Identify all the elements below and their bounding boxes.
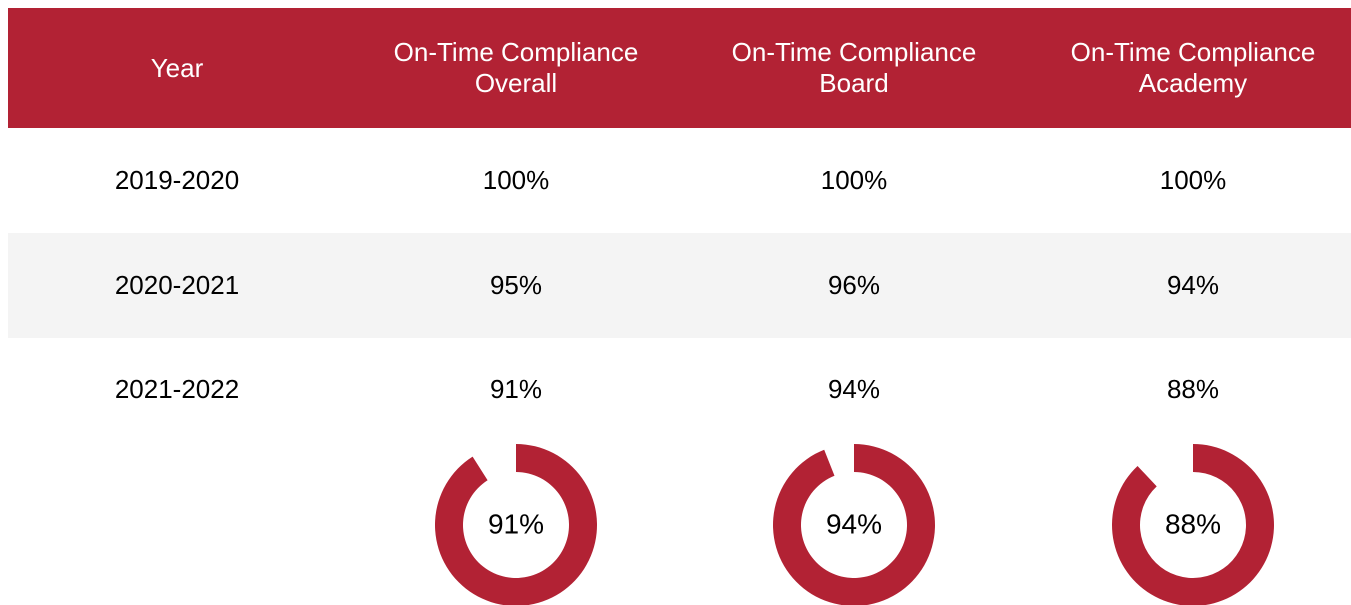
table-cell: 96% bbox=[827, 269, 881, 300]
table-cell: 91% bbox=[489, 373, 543, 404]
table-cell: 2020-2021 bbox=[114, 269, 240, 300]
donut-arc bbox=[435, 444, 597, 605]
donut-label: 94% bbox=[826, 508, 882, 539]
header-cell: On-Time Compliance Academy bbox=[1070, 37, 1316, 98]
row-stripe bbox=[8, 233, 1351, 338]
table-cell: 100% bbox=[1159, 164, 1227, 195]
table-cell: 2019-2020 bbox=[114, 164, 240, 195]
table-cell: 2021-2022 bbox=[114, 373, 240, 404]
donut-arc bbox=[1112, 444, 1274, 605]
table-cell: 95% bbox=[489, 269, 543, 300]
donut-arc bbox=[773, 444, 935, 605]
table-cell: 88% bbox=[1166, 373, 1220, 404]
header-cell: Year bbox=[150, 52, 204, 83]
table-cell: 94% bbox=[1166, 269, 1220, 300]
header-band bbox=[8, 8, 1351, 128]
donut-label: 88% bbox=[1165, 508, 1221, 539]
table-cell: 100% bbox=[820, 164, 888, 195]
table-cell: 94% bbox=[827, 373, 881, 404]
donut-label: 91% bbox=[488, 508, 544, 539]
table-cell: 100% bbox=[482, 164, 550, 195]
header-cell: On-Time Compliance Overall bbox=[393, 37, 639, 98]
header-cell: On-Time Compliance Board bbox=[731, 37, 977, 98]
